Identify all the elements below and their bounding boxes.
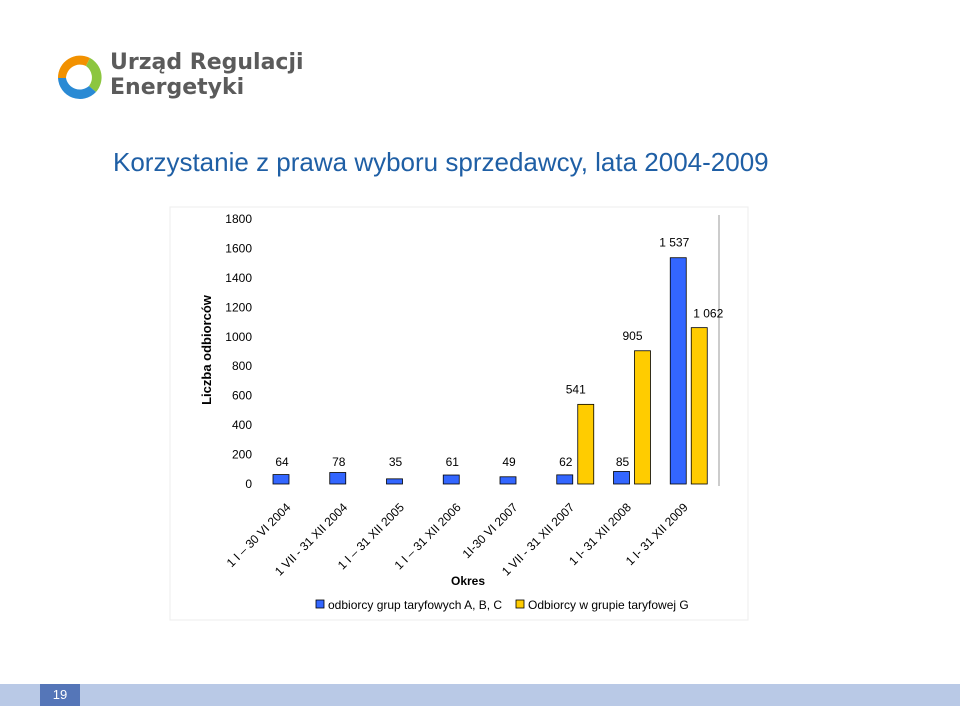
bar-abc-1 (329, 472, 347, 485)
data-label: 905 (622, 329, 642, 343)
chart-area (169, 206, 749, 621)
data-label: 78 (332, 455, 346, 469)
bar-abc-6 (613, 471, 630, 485)
data-label: 1 062 (693, 307, 723, 321)
bar-abc-0 (272, 474, 290, 485)
slide-title: Korzystanie z prawa wyboru sprzedawcy, l… (113, 147, 769, 177)
bar-abc-3 (442, 474, 460, 485)
bar-g-5 (577, 403, 595, 485)
logo-mark-icon (57, 55, 102, 99)
y-tick-label: 800 (232, 359, 252, 373)
bar-abc-5 (556, 474, 574, 485)
bar-abc-4 (499, 476, 517, 485)
logo-line-2: Energetyki (110, 75, 245, 100)
y-tick-label: 1200 (225, 300, 252, 314)
y-tick-label: 0 (245, 477, 252, 491)
page-number: 19 (40, 684, 80, 706)
bars: 64 78 35 61 49 62 541 85 905 1 537 1 062 (272, 236, 724, 485)
bar-abc-7 (669, 257, 687, 485)
data-label: 49 (502, 455, 516, 469)
y-axis: 0 200 400 600 800 1000 1200 1400 1600 1800 (225, 212, 720, 491)
legend-label: odbiorcy grup taryfowych A, B, C (328, 598, 502, 612)
legend: odbiorcy grup taryfowych A, B, C Odbiorcy… (315, 598, 689, 612)
y-tick-label: 1800 (225, 212, 252, 226)
data-label: 1 537 (659, 236, 689, 250)
bar-abc-2 (386, 478, 403, 485)
y-tick-label: 1600 (225, 241, 252, 255)
logo (50, 48, 290, 106)
y-tick-label: 1400 (225, 271, 252, 285)
logo-line-1: Urząd Regulacji (110, 50, 304, 75)
legend-label: Odbiorcy w grupie taryfowej G (528, 598, 689, 612)
data-label: 85 (616, 455, 630, 469)
bar-g-7 (690, 327, 708, 485)
legend-swatch (315, 599, 325, 609)
data-label: 35 (389, 455, 403, 469)
data-label: 62 (559, 455, 573, 469)
data-label: 64 (275, 455, 289, 469)
x-axis-title: Okres (451, 574, 485, 588)
data-label: 61 (446, 455, 460, 469)
legend-swatch (515, 599, 525, 609)
footer-bar (0, 684, 960, 706)
y-axis-title: Liczba odbiorców (199, 294, 214, 405)
y-tick-label: 400 (232, 418, 252, 432)
y-tick-label: 600 (232, 389, 252, 403)
y-tick-label: 200 (232, 448, 252, 462)
data-label: 541 (566, 382, 586, 396)
y-tick-label: 1000 (225, 330, 252, 344)
logo-text: Urząd Regulacji Energetyki (110, 50, 304, 100)
bar-g-6 (634, 350, 651, 485)
